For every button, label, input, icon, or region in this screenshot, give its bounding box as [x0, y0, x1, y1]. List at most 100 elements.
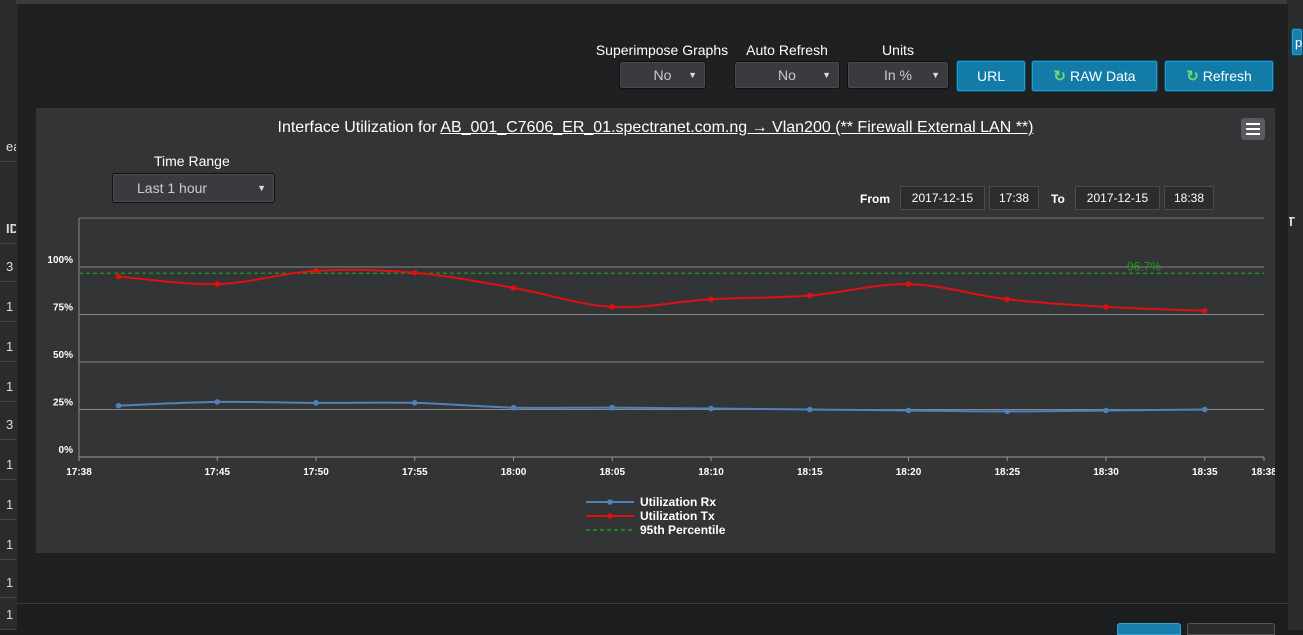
legend-marker [607, 513, 613, 519]
chevron-down-icon: ▼ [688, 70, 697, 80]
auto-refresh-value: No [778, 67, 796, 83]
auto-refresh-label: Auto Refresh [746, 42, 828, 58]
x-tick-label: 17:55 [402, 467, 428, 478]
x-tick-label: 18:20 [896, 467, 922, 478]
data-point-rx [1201, 406, 1208, 413]
data-point-tx [411, 269, 418, 276]
chart-title-prefix: Interface Utilization for [277, 119, 441, 136]
background-table-cell: ea [0, 132, 20, 162]
background-table-cell: 1 [0, 568, 16, 598]
x-tick-label: 18:35 [1192, 467, 1218, 478]
units-value: In % [883, 67, 912, 83]
data-point-rx [708, 405, 714, 412]
chart-title: Interface Utilization for AB_001_C7606_E… [36, 119, 1275, 137]
chart-panel: Interface Utilization for AB_001_C7606_E… [36, 108, 1275, 553]
to-label: To [1051, 192, 1065, 206]
to-date-input[interactable]: 2017-12-15 [1075, 186, 1160, 210]
data-point-tx [313, 268, 319, 274]
url-button[interactable]: URL [956, 60, 1026, 92]
background-button[interactable]: p [1291, 28, 1303, 56]
utilization-chart: 0% 25% 50% 75% 100% 17:38 17:45 17:50 17:55 18:00… [47, 217, 1275, 537]
modal-footer [17, 603, 1288, 635]
legend-label: Utilization Rx [640, 495, 716, 509]
refresh-icon: ↻ [1053, 68, 1066, 85]
superimpose-select[interactable]: No ▼ [619, 61, 706, 89]
raw-data-label: RAW Data [1069, 68, 1136, 84]
data-point-rx [411, 400, 418, 406]
footer-primary-button[interactable] [1117, 623, 1181, 635]
data-point-tx [806, 292, 813, 299]
data-point-tx [1201, 307, 1208, 314]
y-tick-label: 100% [47, 255, 73, 266]
superimpose-label: Superimpose Graphs [595, 42, 729, 58]
data-point-rx [510, 404, 517, 411]
x-tick-label: 18:25 [994, 467, 1020, 478]
x-tick-label: 17:38 [66, 467, 92, 478]
background-table-cell: 3 [0, 410, 16, 440]
background-table-cell: 1 [0, 600, 16, 630]
legend-label: 95th Percentile [640, 523, 726, 537]
background-table-left: ea ID 3 1 1 1 3 1 1 1 1 1 [0, 0, 20, 630]
data-point-rx [115, 402, 122, 409]
data-point-rx [905, 407, 912, 414]
data-point-rx [806, 406, 813, 413]
refresh-button[interactable]: ↻ Refresh [1164, 60, 1274, 92]
from-label: From [860, 192, 890, 206]
background-table-cell: 1 [0, 450, 16, 480]
time-range-value: Last 1 hour [137, 180, 208, 196]
background-table-cell: 1 [0, 530, 16, 560]
data-point-rx [214, 399, 221, 405]
chevron-down-icon: ▼ [822, 70, 831, 80]
background-table-cell: 3 [0, 252, 16, 282]
time-range-label: Time Range [154, 153, 230, 169]
from-date-input[interactable]: 2017-12-15 [900, 186, 985, 210]
background-table-cell: 1 [0, 372, 16, 402]
percentile-label: 96.7% [1127, 259, 1161, 273]
background-header-cell: T [1287, 214, 1295, 229]
data-point-tx [708, 296, 714, 303]
auto-refresh-select[interactable]: No ▼ [734, 61, 840, 89]
y-tick-label: 0% [59, 445, 74, 456]
background-table-cell: 1 [0, 490, 16, 520]
data-point-tx [1004, 296, 1011, 303]
series-line-tx [118, 268, 1205, 312]
raw-data-button[interactable]: ↻ RAW Data [1031, 60, 1158, 92]
hamburger-icon[interactable] [1241, 118, 1265, 140]
data-point-tx [115, 273, 122, 280]
series-line-rx [118, 400, 1205, 413]
units-label: Units [882, 42, 914, 58]
x-tick-label: 18:05 [599, 467, 625, 478]
x-tick-label: 18:38 [1251, 467, 1275, 478]
background-table-cell: 1 [0, 332, 16, 362]
time-range-select[interactable]: Last 1 hour ▼ [112, 173, 275, 203]
x-tick-label: 18:30 [1093, 467, 1119, 478]
background-table-right: p T [1287, 0, 1303, 630]
graph-modal: Superimpose Graphs No ▼ Auto Refresh No … [16, 4, 1289, 635]
y-tick-label: 50% [53, 350, 73, 361]
from-time-input[interactable]: 17:38 [989, 186, 1039, 210]
x-tick-label: 17:45 [204, 467, 230, 478]
refresh-icon: ↻ [1186, 68, 1199, 85]
legend-marker [607, 499, 613, 505]
y-tick-label: 25% [53, 398, 73, 409]
to-time-input[interactable]: 18:38 [1164, 186, 1214, 210]
units-select[interactable]: In % ▼ [847, 61, 949, 89]
data-point-tx [905, 281, 912, 287]
background-table-cell: ID [0, 214, 19, 244]
y-tick-label: 75% [53, 303, 73, 314]
url-button-label: URL [976, 68, 1005, 84]
background-page-top [0, 0, 1303, 4]
data-point-rx [313, 400, 319, 406]
data-point-tx [1103, 304, 1109, 310]
legend-label: Utilization Tx [640, 509, 715, 523]
data-point-rx [609, 404, 616, 411]
chevron-down-icon: ▼ [931, 70, 940, 80]
chart-title-link[interactable]: AB_001_C7606_ER_01.spectranet.com.ng → V… [440, 119, 1034, 136]
x-tick-label: 18:15 [797, 467, 823, 478]
footer-secondary-button[interactable] [1187, 623, 1275, 635]
data-point-rx [1103, 407, 1109, 414]
data-point-tx [510, 285, 517, 291]
x-tick-label: 18:00 [501, 467, 527, 478]
background-table-cell: 1 [0, 292, 16, 322]
data-point-tx [609, 304, 616, 310]
